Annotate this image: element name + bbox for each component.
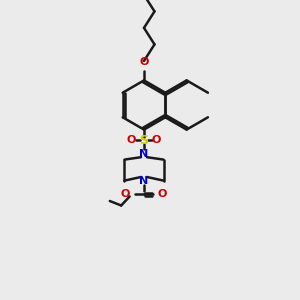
Text: N: N (140, 176, 148, 186)
Text: O: O (139, 57, 149, 67)
Text: O: O (121, 189, 130, 199)
Text: N: N (140, 148, 148, 159)
Text: O: O (127, 135, 136, 145)
Text: S: S (140, 134, 148, 147)
Text: O: O (158, 189, 167, 199)
Text: O: O (152, 135, 161, 145)
